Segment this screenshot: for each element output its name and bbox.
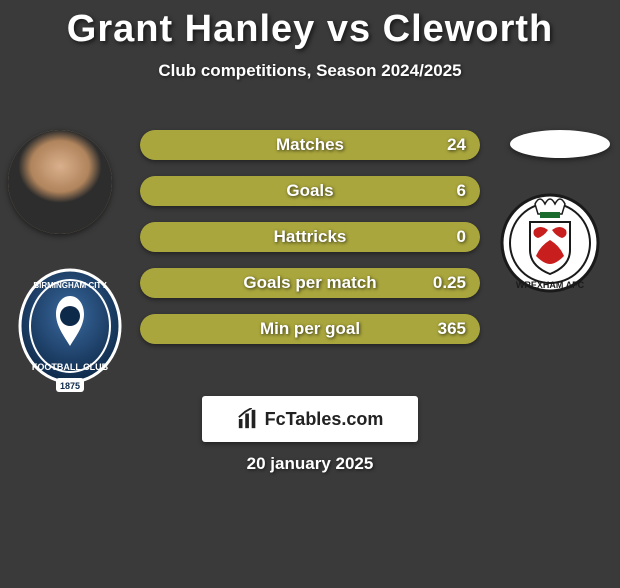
bar-label: Goals per match [140,273,480,293]
player-right-avatar [510,130,610,158]
svg-text:FOOTBALL CLUB: FOOTBALL CLUB [32,362,109,372]
club-badge-right: WREXHAM AFC [500,188,600,298]
bar-row: Min per goal365 [140,314,480,344]
bar-row: Goals6 [140,176,480,206]
bar-value: 0 [457,227,466,247]
page-title: Grant Hanley vs Cleworth [0,8,620,51]
svg-text:BIRMINGHAM CITY: BIRMINGHAM CITY [33,281,107,290]
subtitle: Club competitions, Season 2024/2025 [0,61,620,81]
bar-row: Matches24 [140,130,480,160]
bar-value: 24 [447,135,466,155]
club-badge-left: FOOTBALL CLUB BIRMINGHAM CITY 1875 [18,266,122,400]
comparison-bars: Matches24 Goals6 Hattricks0 Goals per match… [140,130,480,360]
bar-label: Matches [140,135,480,155]
bar-label: Min per goal [140,319,480,339]
avatar-face-icon [8,130,112,234]
bar-value: 0.25 [433,273,466,293]
birmingham-badge-icon: FOOTBALL CLUB BIRMINGHAM CITY 1875 [18,266,122,400]
bar-value: 365 [438,319,466,339]
svg-text:1875: 1875 [60,381,80,391]
bar-label: Hattricks [140,227,480,247]
bar-row: Hattricks0 [140,222,480,252]
player-left-avatar [8,130,112,234]
bar-label: Goals [140,181,480,201]
bars-chart-icon [237,408,259,430]
fctables-badge: FcTables.com [202,396,418,442]
svg-text:WREXHAM AFC: WREXHAM AFC [516,280,585,290]
bar-row: Goals per match0.25 [140,268,480,298]
bar-value: 6 [457,181,466,201]
wrexham-badge-icon: WREXHAM AFC [500,188,600,298]
date-text: 20 january 2025 [0,454,620,474]
fctables-label: FcTables.com [265,409,384,430]
